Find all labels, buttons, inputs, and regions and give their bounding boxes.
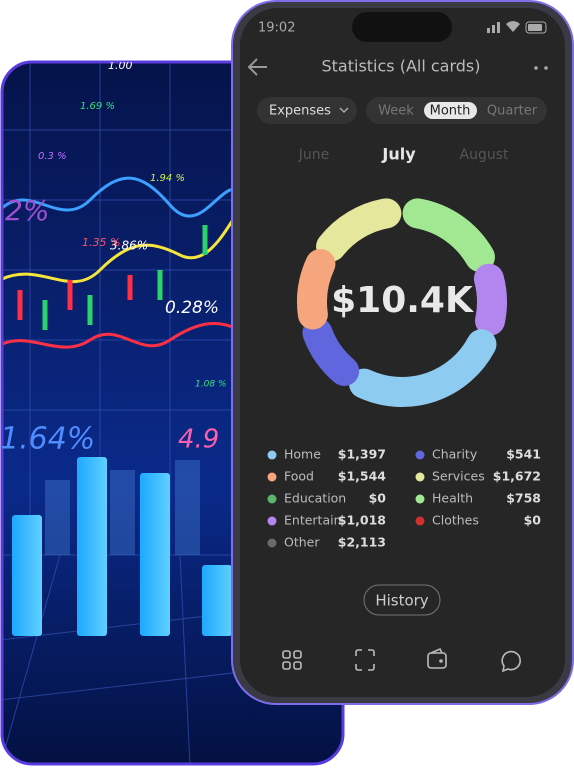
background-label: 1.35 % — [82, 236, 120, 249]
donut-chart — [297, 198, 507, 407]
legend-name: Entertain. — [284, 513, 345, 528]
expenses-dropdown[interactable] — [257, 97, 357, 124]
legend-amount: $758 — [506, 491, 541, 506]
legend-dot — [267, 516, 277, 526]
background-label: 1.00 — [108, 59, 133, 72]
legend-dot — [415, 516, 425, 526]
legend-name: Education — [284, 491, 346, 506]
donut-segment — [302, 317, 360, 386]
legend-amount: $541 — [506, 447, 541, 462]
history-label: History — [375, 592, 428, 610]
dropdown-arrow — [339, 107, 349, 114]
nav-wallet[interactable] — [427, 647, 447, 669]
menu-button[interactable] — [534, 66, 548, 70]
legend-name: Food — [284, 469, 314, 484]
legend-name: Charity — [432, 447, 478, 462]
legend-name: Services — [432, 469, 485, 484]
legend-name: Home — [284, 447, 321, 462]
legend-amount: $0 — [524, 513, 542, 528]
legend-amount: $0 — [369, 491, 387, 506]
donut-segment — [348, 329, 497, 407]
background-label: 1.64% — [0, 422, 95, 457]
dropdown-label: Expenses — [269, 104, 331, 119]
back-button[interactable] — [247, 58, 267, 76]
donut-segment — [316, 198, 402, 262]
legend-amount: $1,018 — [338, 513, 386, 528]
legend-dot — [415, 450, 425, 460]
total-amount: $10.4K — [331, 280, 474, 321]
history-button[interactable] — [363, 584, 441, 616]
legend-dot — [267, 472, 277, 482]
background-label: 2% — [5, 194, 49, 227]
legend-dot — [415, 472, 425, 482]
phone-screen — [240, 8, 565, 697]
period-option[interactable]: Month — [430, 104, 471, 119]
background-label: 1.08 % — [195, 380, 226, 390]
legend-amount: $2,113 — [338, 535, 386, 550]
nav-scan[interactable] — [355, 649, 375, 671]
background-label: 3.86% — [110, 239, 148, 253]
background-label: 0.28% — [165, 298, 219, 318]
nav-home[interactable] — [282, 650, 302, 670]
legend-amount: $1,544 — [338, 469, 387, 484]
legend-name: Health — [432, 491, 473, 506]
legend-dot — [267, 538, 277, 548]
background-label: 0.3 % — [38, 151, 67, 162]
legend-name: Clothes — [432, 513, 479, 528]
nav-chat[interactable] — [501, 650, 521, 673]
background-label: 4.9 — [178, 425, 219, 455]
donut-segment — [402, 198, 495, 272]
legend-dot — [267, 494, 277, 504]
period-selected — [424, 102, 477, 119]
status-time: 19:02 — [258, 21, 295, 36]
background-labels: 1.69 % 3.86% 0.28% 1.35 % 1.64% 4.9 0.3 % 2% 1.9… — [0, 59, 226, 457]
legend-amount: $1,672 — [493, 469, 541, 484]
bottom-nav — [282, 647, 521, 673]
legend-amount: $1,397 — [338, 447, 386, 462]
header-title: Statistics (All cards) — [321, 57, 480, 76]
legend: Home $1,397 Food $1,544 Education $0 Entertain… — [267, 447, 542, 550]
legend-dot — [415, 494, 425, 504]
background-label: 1.94 % — [150, 173, 185, 184]
legend-dot — [267, 450, 277, 460]
period-option[interactable]: Quarter — [487, 104, 538, 119]
dynamic-island — [352, 12, 452, 42]
background-label: 1.69 % — [80, 101, 115, 112]
status-icons — [487, 21, 547, 34]
legend-name: Other — [284, 535, 320, 550]
month-previous[interactable]: June — [298, 147, 330, 163]
month-current: July — [381, 145, 416, 164]
period-option[interactable]: Week — [378, 104, 414, 119]
donut-segment — [297, 248, 336, 330]
month-next[interactable]: August — [460, 147, 510, 163]
donut-segment — [473, 263, 507, 336]
